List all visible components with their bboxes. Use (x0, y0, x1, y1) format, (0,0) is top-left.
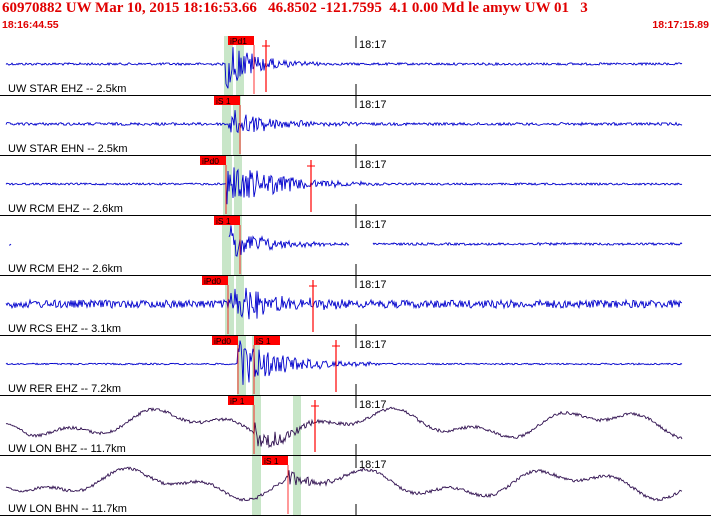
phase-pick-label[interactable]: iPd1 (228, 36, 254, 46)
pick-window-band (252, 396, 261, 456)
end-time: 18:17:15.89 (652, 19, 709, 31)
time-tick-label: 18:17 (359, 459, 387, 471)
pick-text: iS 1 (216, 96, 231, 106)
phase-pick-label[interactable]: iS 1 (214, 216, 240, 226)
phase-pick-label[interactable]: iPd0 (200, 156, 226, 166)
pick-text: iPd0 (214, 336, 231, 346)
trace-panel: iPd0 iS 1 18:17 UW RER EHZ -- 7.2km (0, 336, 711, 396)
start-time: 18:16:44.55 (2, 19, 59, 31)
station-label: UW LON BHZ -- 11.7km (8, 443, 126, 455)
phase-pick-label[interactable]: iS 1 (254, 336, 280, 346)
time-tick-label: 18:17 (359, 159, 387, 171)
waveform-trace (5, 406, 683, 449)
pick-text: iS 1 (256, 336, 271, 346)
pick-window-band (233, 96, 241, 156)
station-label: UW STAR EHN -- 2.5km (8, 143, 128, 155)
pick-text: iS 1 (216, 216, 231, 226)
time-tick-label: 18:17 (359, 399, 387, 411)
event-header: 60970882 UW Mar 10, 2015 18:16:53.66 46.… (2, 0, 588, 16)
pick-text: iPd0 (204, 276, 221, 286)
pick-window-band (252, 336, 260, 396)
waveform-trace (9, 225, 683, 257)
waveform-trace (5, 47, 683, 89)
time-tick-label: 18:17 (359, 99, 387, 111)
pick-window-band (293, 396, 301, 456)
station-label: UW LON BHN -- 11.7km (8, 503, 127, 515)
trace-panel: iP 1 18:17 UW LON BHZ -- 11.7km (0, 396, 711, 456)
pick-window-band (234, 156, 242, 216)
phase-pick-label[interactable]: iP 1 (228, 396, 254, 406)
waveform-trace (5, 287, 683, 320)
phase-pick-label[interactable]: iS 1 (262, 456, 288, 466)
trace-panel: iPd0 18:17 UW RCS EHZ -- 3.1km (0, 276, 711, 336)
station-label: UW RER EHZ -- 7.2km (8, 383, 121, 395)
waveform-trace (5, 340, 683, 385)
pick-window-band (252, 456, 261, 516)
station-label: UW RCM EHZ -- 2.6km (8, 203, 123, 215)
waveform-trace (5, 167, 683, 205)
time-tick-label: 18:17 (359, 339, 387, 351)
station-label: UW STAR EHZ -- 2.5km (8, 83, 126, 95)
trace-panel: iS 1 18:17 UW LON BHN -- 11.7km (0, 456, 711, 516)
trace-panel: iS 1 18:17 UW STAR EHN -- 2.5km (0, 96, 711, 156)
pick-window-band (237, 336, 246, 396)
trace-panel: iPd1 18:17 UW STAR EHZ -- 2.5km (0, 36, 711, 96)
time-tick-label: 18:17 (359, 279, 387, 291)
pick-window-band (222, 96, 231, 156)
pick-window-band (225, 276, 234, 336)
time-tick-label: 18:17 (359, 39, 387, 51)
pick-text: iP 1 (230, 396, 245, 406)
pick-text: iS 1 (264, 456, 279, 466)
trace-panel: iPd0 18:17 UW RCM EHZ -- 2.6km (0, 156, 711, 216)
pick-text: iPd0 (202, 156, 219, 166)
trace-panels: iPd1 18:17 UW STAR EHZ -- 2.5km iS 1 18:17 UW… (0, 36, 711, 516)
station-label: UW RCM EH2 -- 2.6km (8, 263, 122, 275)
pick-window-band (293, 456, 301, 516)
waveform-trace (5, 110, 683, 134)
trace-panel: iS 1 18:17 UW RCM EH2 -- 2.6km (0, 216, 711, 276)
pick-window-band (234, 216, 242, 276)
phase-pick-label[interactable]: iPd0 (212, 336, 238, 346)
pick-window-band (222, 216, 231, 276)
phase-pick-label[interactable]: iPd0 (202, 276, 228, 286)
time-tick-label: 18:17 (359, 219, 387, 231)
waveform-trace (5, 466, 683, 502)
phase-pick-label[interactable]: iS 1 (214, 96, 240, 106)
pick-text: iPd1 (230, 36, 247, 46)
station-label: UW RCS EHZ -- 3.1km (8, 323, 121, 335)
